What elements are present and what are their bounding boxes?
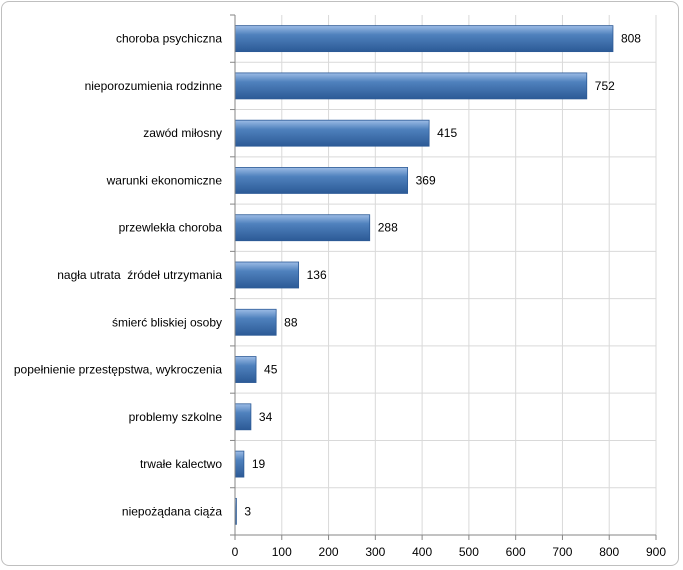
x-tick-label: 900: [646, 545, 666, 559]
data-label: 45: [264, 363, 278, 377]
category-label: śmierć bliskiej osoby: [112, 315, 222, 329]
x-tick-label: 0: [232, 545, 239, 559]
labels: 808 choroba psychiczna 752 nieporozumienia …: [14, 32, 666, 559]
category-label: zawód miłosny: [143, 126, 222, 140]
bar: [234, 450, 245, 478]
data-label: 369: [416, 173, 436, 187]
bar: [234, 167, 409, 194]
category-label: nagła utrata źródeł utrzymania: [57, 268, 222, 282]
gridlines: [235, 15, 657, 535]
data-label: 752: [595, 79, 615, 93]
data-label: 288: [378, 221, 398, 235]
x-tick-label: 500: [459, 545, 479, 559]
category-label: nieporozumienia rodzinne: [85, 79, 223, 93]
data-label: 808: [621, 32, 641, 46]
category-label: problemy szkolne: [129, 410, 223, 424]
bar: [234, 356, 257, 383]
bar: [234, 214, 371, 242]
data-label: 136: [307, 268, 327, 282]
x-tick-label: 100: [272, 545, 292, 559]
bar: [234, 119, 430, 147]
x-tick-label: 300: [365, 545, 385, 559]
x-tick-label: 800: [599, 545, 619, 559]
x-tick-label: 400: [412, 545, 432, 559]
data-label: 34: [259, 410, 273, 424]
category-label: niepożądana ciąża: [122, 504, 222, 518]
bar: [234, 261, 300, 289]
category-label: trwałe kalectwo: [140, 457, 222, 471]
category-label: warunki ekonomiczne: [106, 173, 223, 187]
category-label: przewlekła choroba: [119, 221, 223, 235]
data-label: 19: [252, 457, 266, 471]
data-label: 415: [437, 126, 457, 140]
x-tick-label: 700: [552, 545, 572, 559]
axes: [230, 14, 657, 540]
bar: [234, 72, 588, 100]
bar: [234, 308, 277, 336]
data-label: 88: [284, 315, 298, 329]
x-tick-label: 600: [506, 545, 526, 559]
bar: [234, 403, 252, 431]
category-label: popełnienie przestępstwa, wykroczenia: [14, 363, 222, 377]
bar: [234, 25, 614, 53]
bars: [234, 25, 614, 525]
data-label: 3: [244, 504, 251, 518]
x-tick-label: 200: [319, 545, 339, 559]
category-label: choroba psychiczna: [116, 32, 222, 46]
